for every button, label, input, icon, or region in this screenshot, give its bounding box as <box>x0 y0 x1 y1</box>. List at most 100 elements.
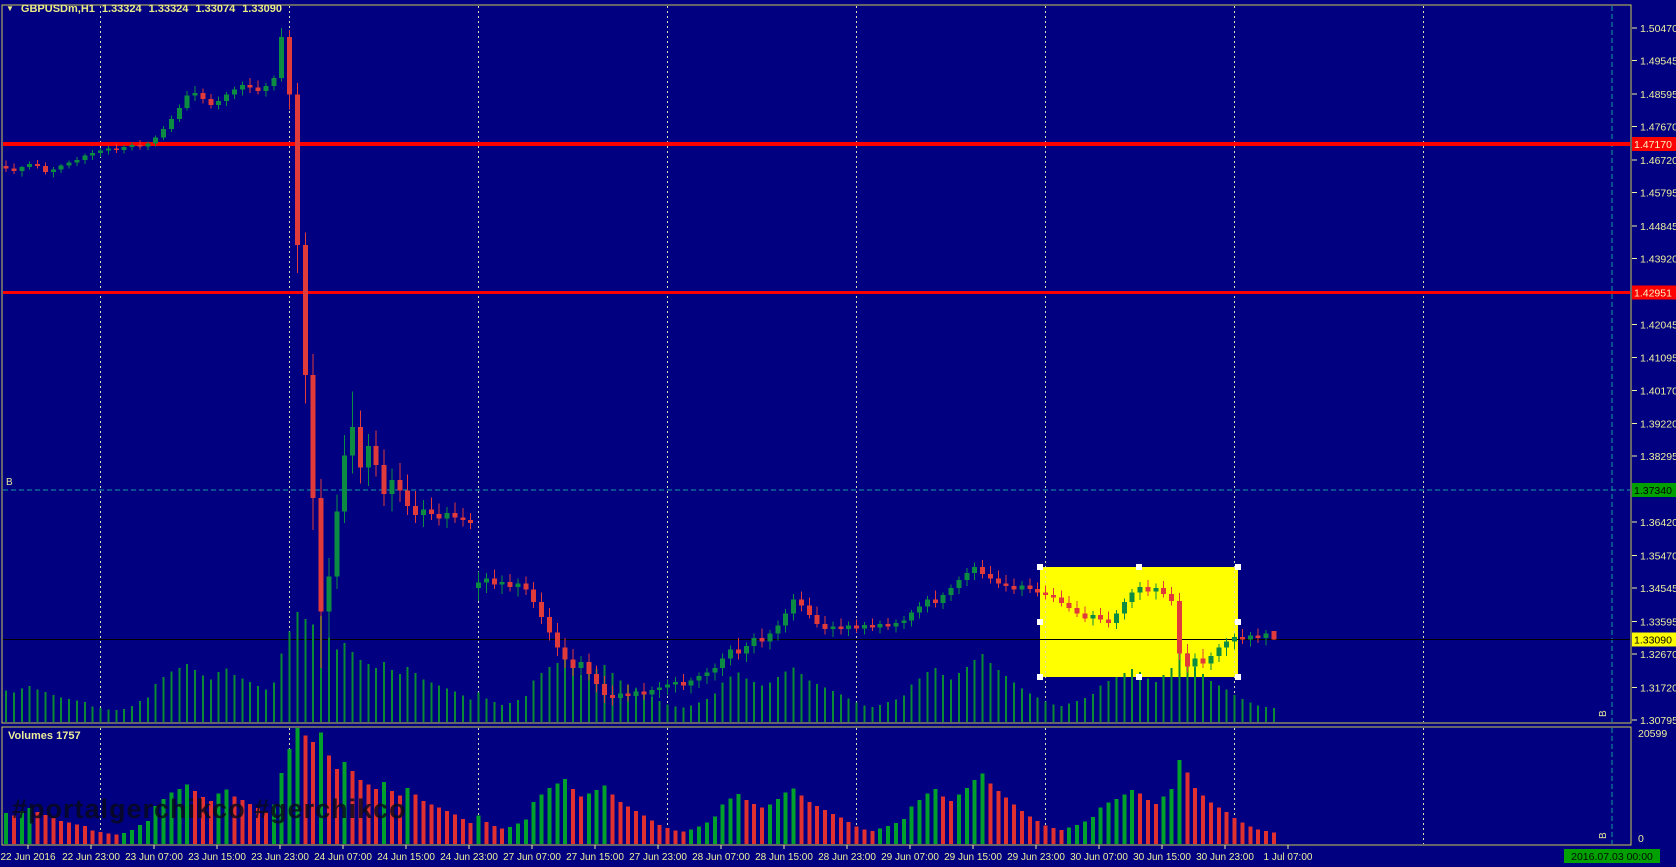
price-tick-label[interactable]: 1.47670 <box>1640 121 1676 133</box>
volume-bar <box>1019 811 1024 844</box>
volume-bar <box>1043 825 1048 844</box>
volume-bar <box>571 788 575 844</box>
time-tick-label[interactable]: 30 Jun 23:00 <box>1196 852 1254 863</box>
time-tick-label[interactable]: 24 Jun 23:00 <box>440 852 498 863</box>
price-tick-label[interactable]: 1.48595 <box>1640 89 1676 101</box>
price-tick-label[interactable]: 1.30795 <box>1640 715 1676 727</box>
candle-body <box>1239 637 1245 640</box>
candle-body <box>523 583 529 590</box>
volume-bar <box>185 784 190 844</box>
volume-bar <box>460 818 465 844</box>
rectangle-object[interactable] <box>1040 566 1238 677</box>
time-tick-label[interactable]: 23 Jun 23:00 <box>251 852 309 863</box>
green-price-label[interactable]: 1.37340 <box>1634 485 1672 497</box>
price-tick-label[interactable]: 1.36420 <box>1640 517 1676 529</box>
time-tick-label[interactable]: 22 Jun 2016 <box>0 852 55 863</box>
volume-bar <box>421 801 426 844</box>
candle-body <box>1184 653 1190 667</box>
selection-handle[interactable] <box>1235 673 1241 680</box>
time-tick-label[interactable]: 22 Jun 23:00 <box>62 852 120 863</box>
selection-handle[interactable] <box>1037 673 1043 680</box>
time-tick-label[interactable]: 27 Jun 15:00 <box>566 852 624 863</box>
candle-body <box>688 680 694 686</box>
price-tick-label[interactable]: 1.35470 <box>1640 551 1676 563</box>
candle-body <box>129 144 135 148</box>
time-tick-label[interactable]: 29 Jun 15:00 <box>944 852 1002 863</box>
volume-bar <box>649 820 654 844</box>
candle-body <box>145 143 151 147</box>
price-tick-label[interactable]: 1.31720 <box>1640 682 1676 694</box>
red-price-label[interactable]: 1.42951 <box>1634 287 1672 299</box>
time-tick-label[interactable]: 24 Jun 07:00 <box>314 852 372 863</box>
price-tick-label[interactable]: 1.49545 <box>1640 56 1676 68</box>
volume-bar <box>925 793 930 844</box>
volume-bar <box>846 822 851 844</box>
chart-menu-arrow-icon[interactable]: ▼ <box>6 4 14 13</box>
candle-body <box>420 509 426 516</box>
volume-bar <box>878 828 883 844</box>
candle-body <box>625 693 631 696</box>
price-tick-label[interactable]: 1.50470 <box>1640 23 1676 35</box>
candle-body <box>35 164 40 166</box>
price-tick-label[interactable]: 1.40170 <box>1640 385 1676 397</box>
price-tick-label[interactable]: 1.38295 <box>1640 451 1676 463</box>
price-tick-label[interactable]: 1.39220 <box>1640 419 1676 431</box>
price-tick-label[interactable]: 1.41095 <box>1640 353 1676 365</box>
volume-bar <box>1075 824 1079 844</box>
bid-price-label[interactable]: 1.33090 <box>1634 634 1672 646</box>
candle-body <box>491 578 497 585</box>
time-tick-label[interactable]: 29 Jun 23:00 <box>1007 852 1065 863</box>
price-tick-label[interactable]: 1.44845 <box>1640 221 1676 233</box>
volume-bar <box>917 799 922 844</box>
volume-bar <box>862 829 867 844</box>
red-price-label-bg <box>1632 285 1676 300</box>
selection-handle[interactable] <box>1136 673 1142 680</box>
time-tick-label[interactable]: 28 Jun 07:00 <box>692 852 750 863</box>
volume-bar <box>610 794 615 844</box>
time-tick-label[interactable]: 23 Jun 15:00 <box>188 852 246 863</box>
vline-time-label[interactable]: 2016.07.03 00:00 <box>1571 851 1653 863</box>
volume-bar <box>500 828 505 844</box>
time-tick-label[interactable]: 30 Jun 07:00 <box>1070 852 1128 863</box>
volume-bar <box>405 787 410 844</box>
selection-handle[interactable] <box>1235 563 1241 570</box>
red-price-label[interactable]: 1.47170 <box>1634 139 1672 151</box>
selection-handle[interactable] <box>1136 563 1142 570</box>
candle-body <box>1200 658 1206 664</box>
volume-bar <box>1067 827 1072 844</box>
volume-bar <box>586 793 591 844</box>
price-tick-label[interactable]: 1.34545 <box>1640 583 1676 595</box>
time-tick-label[interactable]: 27 Jun 23:00 <box>629 852 687 863</box>
selection-handle[interactable] <box>1037 563 1043 570</box>
time-tick-label[interactable]: 30 Jun 15:00 <box>1133 852 1191 863</box>
candle-body <box>1247 635 1253 640</box>
time-tick-label[interactable]: 28 Jun 15:00 <box>755 852 813 863</box>
time-tick-label[interactable]: 28 Jun 23:00 <box>818 852 876 863</box>
volume-bar <box>956 794 961 844</box>
volume-bar <box>240 799 245 844</box>
time-tick-label[interactable]: 1 Jul 07:00 <box>1264 852 1313 863</box>
time-tick-label[interactable]: 23 Jun 07:00 <box>125 852 183 863</box>
price-tick-label[interactable]: 1.42045 <box>1640 319 1676 331</box>
price-tick-label[interactable]: 1.45795 <box>1640 187 1676 199</box>
price-tick-label[interactable]: 1.46720 <box>1640 155 1676 167</box>
candle-body <box>310 375 316 499</box>
candle-body <box>1098 615 1104 620</box>
time-tick-label[interactable]: 29 Jun 07:00 <box>881 852 939 863</box>
b-hline-label: B <box>6 477 13 488</box>
price-tick-label[interactable]: 1.32670 <box>1640 649 1676 661</box>
volume-bar <box>153 806 158 844</box>
time-tick-label[interactable]: 24 Jun 15:00 <box>377 852 435 863</box>
price-tick-label[interactable]: 1.43920 <box>1640 253 1676 265</box>
time-tick-label[interactable]: 27 Jun 07:00 <box>503 852 561 863</box>
price-tick-label[interactable]: 1.33595 <box>1640 617 1676 629</box>
volume-bar <box>389 791 394 844</box>
volume-bar <box>1082 821 1087 844</box>
selection-handle[interactable] <box>1235 618 1241 625</box>
volume-bar <box>972 780 977 844</box>
volume-bar <box>374 788 379 844</box>
candle-body <box>168 119 174 129</box>
volume-bar <box>74 824 79 844</box>
selection-handle[interactable] <box>1037 618 1043 625</box>
